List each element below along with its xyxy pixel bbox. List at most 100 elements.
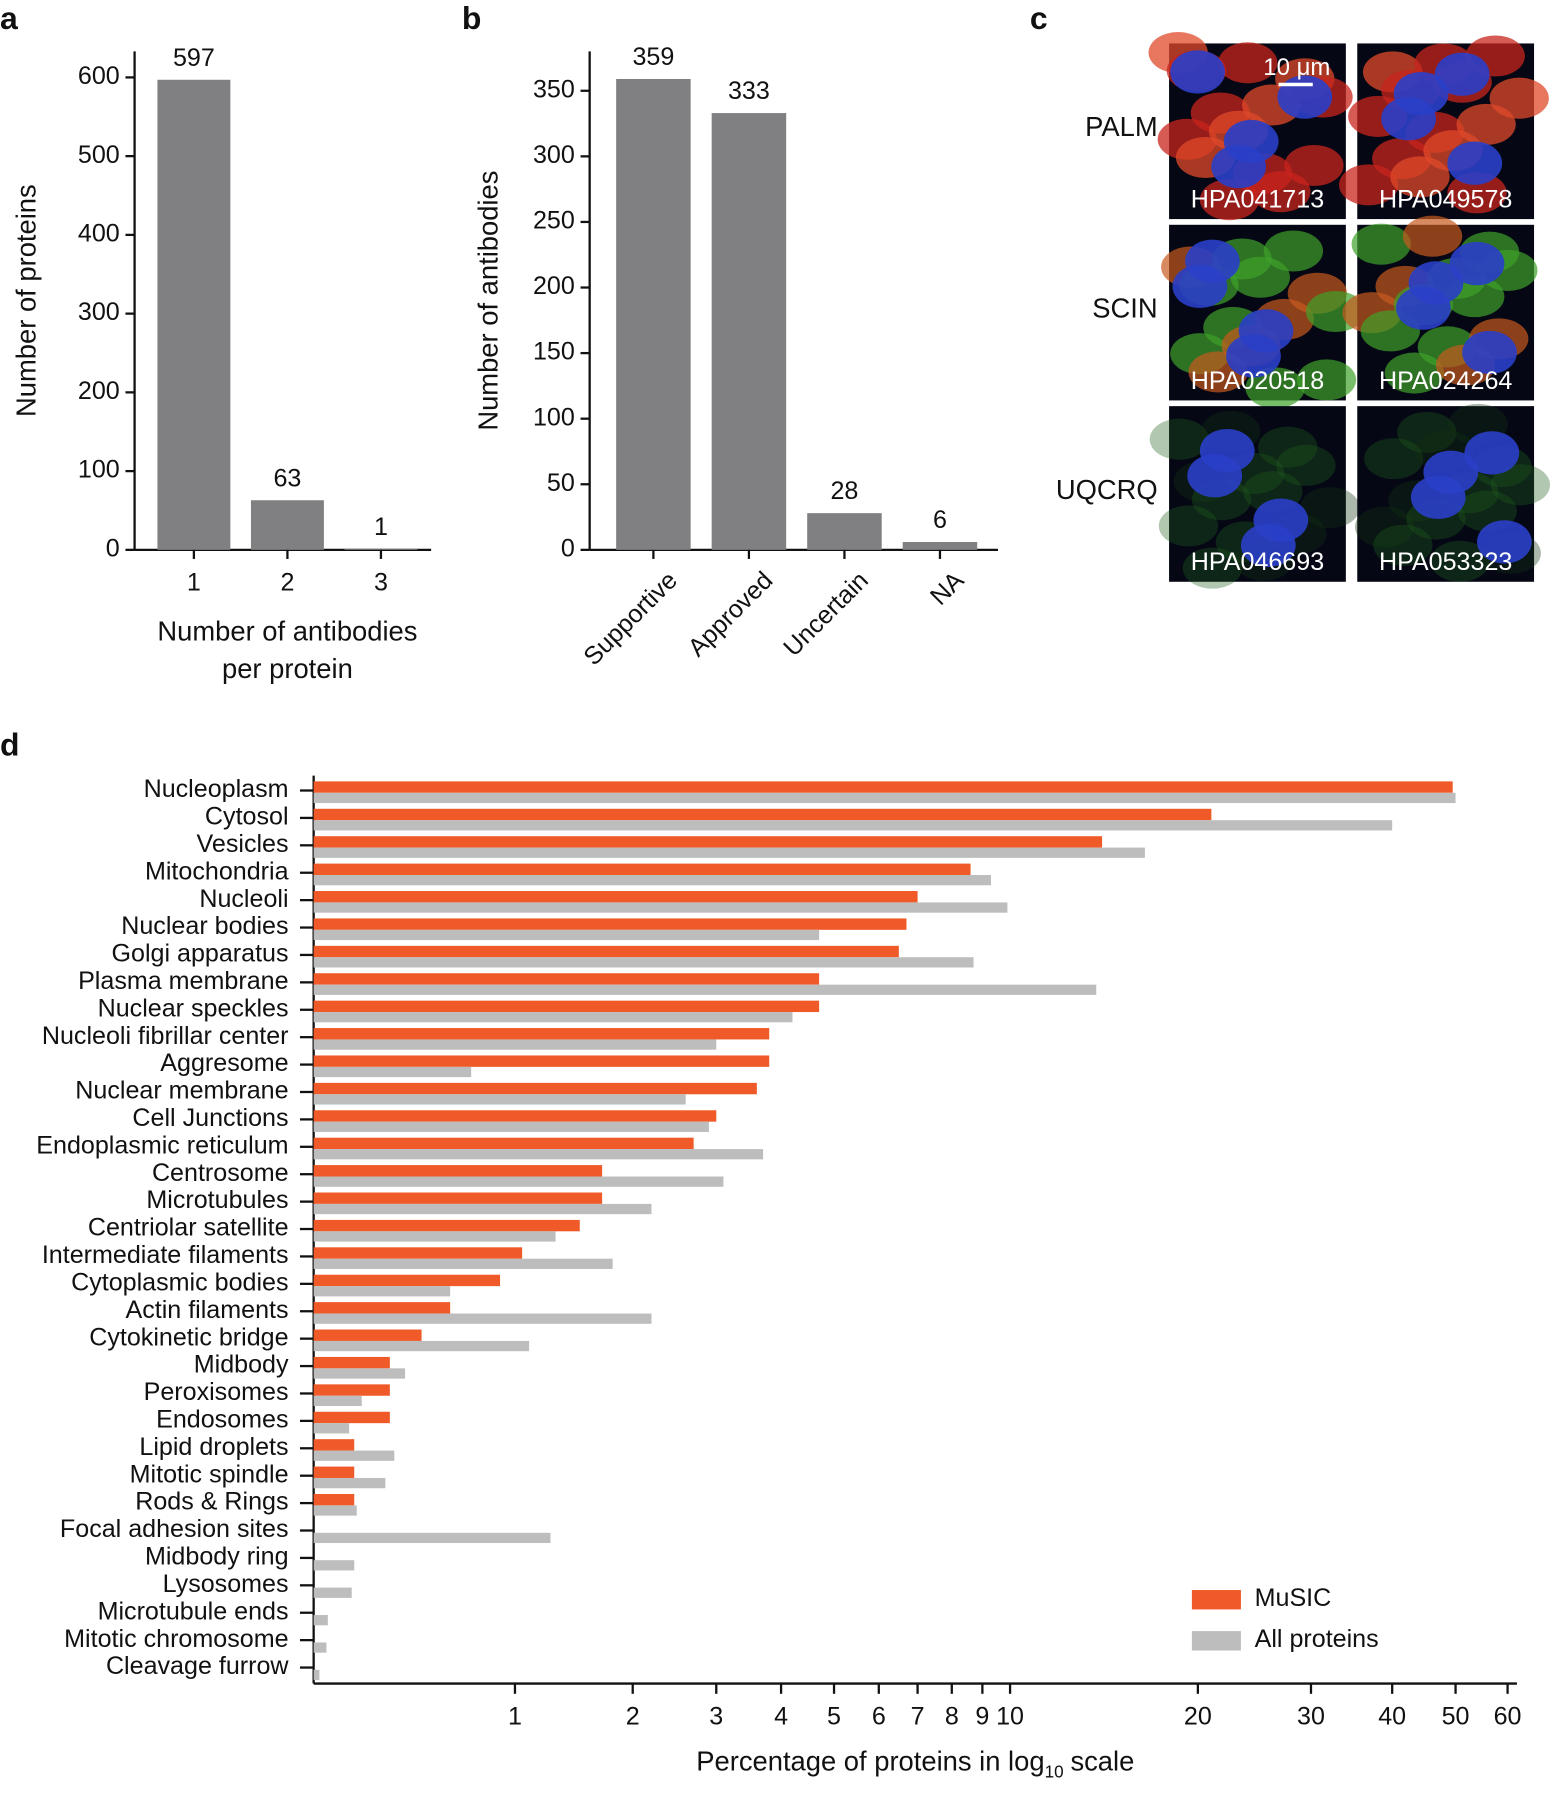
y-tick-label: Microtubule ends xyxy=(98,1597,289,1625)
bar xyxy=(313,808,1212,821)
y-tick-label: Nuclear membrane xyxy=(75,1077,288,1105)
bar xyxy=(313,1094,686,1105)
nucleus xyxy=(1211,144,1267,189)
image-label: HPA024264 xyxy=(1379,367,1512,395)
y-tick-label: Mitotic spindle xyxy=(130,1460,289,1488)
bar xyxy=(313,1450,395,1461)
bar xyxy=(313,1642,327,1653)
cytoplasm-signal xyxy=(1245,367,1305,409)
y-tick-label: Intermediate filaments xyxy=(42,1241,289,1269)
cytoplasm-signal xyxy=(1402,215,1463,257)
x-tick-label: 7 xyxy=(911,1702,925,1730)
bar xyxy=(313,1055,770,1067)
bar xyxy=(313,973,820,985)
y-axis-label: Number of antibodies xyxy=(473,171,504,431)
bar xyxy=(313,984,1097,995)
cytoplasm-signal xyxy=(1276,444,1336,486)
y-tick-label: Midbody ring xyxy=(145,1543,289,1571)
bar xyxy=(313,836,1103,848)
nucleus xyxy=(1434,52,1490,96)
y-tick-label: Cytosol xyxy=(205,803,289,831)
bar xyxy=(313,1477,386,1489)
bar xyxy=(313,1000,820,1013)
nucleus xyxy=(1410,475,1466,520)
x-tick-label: 1 xyxy=(508,1702,522,1730)
y-tick-label: Vesicles xyxy=(197,830,289,858)
x-tick-label: 20 xyxy=(1184,1702,1212,1730)
image-label: HPA041713 xyxy=(1191,185,1324,213)
bar xyxy=(616,78,691,550)
bar xyxy=(313,945,899,958)
x-tick-label: 2 xyxy=(626,1702,640,1730)
bar xyxy=(313,1066,472,1078)
nucleus xyxy=(1381,97,1436,141)
bar xyxy=(313,1302,451,1314)
nucleus xyxy=(1172,264,1228,309)
nucleus xyxy=(1187,454,1243,498)
y-tick-label: 600 xyxy=(78,62,120,90)
bar xyxy=(313,820,1393,831)
y-tick-label: Cleavage furrow xyxy=(106,1652,289,1680)
scale-bar-label: 10 μm xyxy=(1263,54,1330,81)
cytoplasm-signal xyxy=(1230,256,1290,298)
cytoplasm-signal xyxy=(1300,487,1360,529)
y-tick-label: Rods & Rings xyxy=(135,1488,288,1516)
y-tick-label: 200 xyxy=(533,272,575,300)
y-tick-label: Nuclear bodies xyxy=(121,912,288,940)
panel-label: c xyxy=(1030,0,1048,36)
y-tick-label: Microtubules xyxy=(146,1186,288,1214)
bar xyxy=(313,1313,652,1324)
legend-swatch xyxy=(1191,1590,1241,1610)
panel-label: b xyxy=(462,0,482,36)
micrograph xyxy=(1342,215,1538,401)
bar xyxy=(313,1466,355,1478)
y-tick-label: 500 xyxy=(78,141,120,169)
bar xyxy=(313,1082,757,1095)
y-tick-label: Cytokinetic bridge xyxy=(89,1323,288,1351)
bar xyxy=(313,1505,357,1516)
nucleus xyxy=(1462,330,1517,375)
y-tick-label: 0 xyxy=(561,534,575,562)
y-tick-label: Endosomes xyxy=(156,1406,288,1434)
x-tick-label: Supportive xyxy=(578,566,683,671)
image-label: HPA020518 xyxy=(1191,367,1324,395)
bar xyxy=(313,1203,652,1215)
x-tick-label: 3 xyxy=(709,1702,723,1730)
x-tick-label: 8 xyxy=(945,1702,959,1730)
y-tick-label: Nuclear speckles xyxy=(98,994,289,1022)
bar xyxy=(313,847,1145,858)
y-tick-label: 400 xyxy=(78,220,120,248)
x-tick-label: 50 xyxy=(1442,1702,1470,1730)
bar xyxy=(313,1274,501,1287)
bar xyxy=(313,1356,390,1369)
bar xyxy=(313,792,1456,804)
nucleus xyxy=(1396,286,1451,330)
micrograph xyxy=(1161,224,1366,409)
y-tick-label: 150 xyxy=(533,338,575,366)
cytoplasm-signal xyxy=(1218,42,1278,84)
y-tick-label: 250 xyxy=(533,207,575,235)
bar xyxy=(313,1493,355,1506)
x-tick-label: Uncertain xyxy=(778,566,874,662)
x-tick-label: 4 xyxy=(774,1702,788,1730)
x-axis-label: per protein xyxy=(222,653,353,684)
image-label: HPA053323 xyxy=(1379,548,1512,576)
cytoplasm-signal xyxy=(1339,164,1399,206)
x-axis-label-subscript: 10 xyxy=(1045,1762,1064,1781)
bar xyxy=(313,1669,320,1681)
x-axis-label: Percentage of proteins in log10 scale xyxy=(696,1746,1134,1781)
value-label: 6 xyxy=(933,506,947,534)
y-tick-label: 350 xyxy=(533,75,575,103)
bar xyxy=(313,1615,328,1626)
cytoplasm-signal xyxy=(1149,418,1209,460)
y-tick-label: Aggresome xyxy=(160,1049,288,1077)
bar xyxy=(313,1110,717,1122)
y-tick-label: Plasma membrane xyxy=(78,967,288,995)
x-tick-label: 2 xyxy=(280,569,294,597)
y-tick-label: Nucleoli xyxy=(199,885,288,913)
y-tick-label: 200 xyxy=(78,377,120,405)
y-tick-label: Mitochondria xyxy=(145,857,289,885)
value-label: 333 xyxy=(728,77,770,105)
nucleus xyxy=(1447,141,1503,185)
value-label: 1 xyxy=(374,513,388,541)
